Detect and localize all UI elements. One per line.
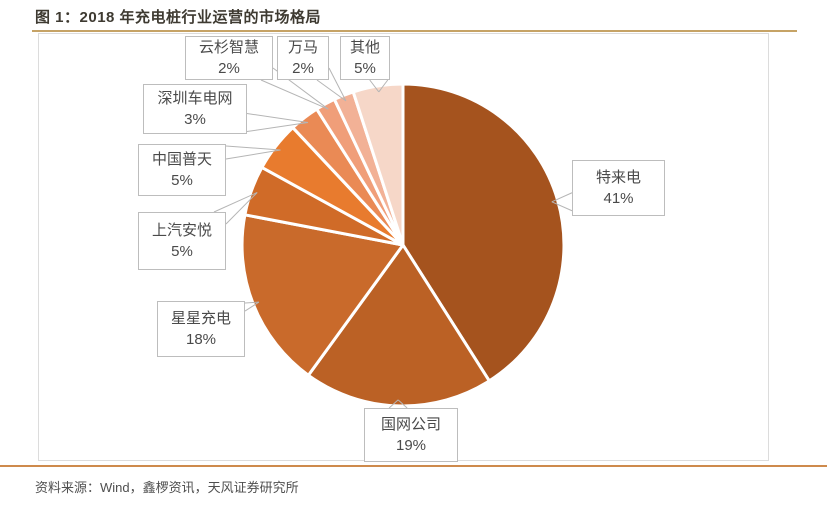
pie-callout-box: 特来电 41% <box>572 160 665 216</box>
pie-callout-box: 中国普天 5% <box>138 144 226 196</box>
pie-slice <box>306 243 491 408</box>
pie-slice <box>351 82 405 247</box>
pie-callout-name: 云杉智慧 <box>198 39 259 56</box>
callout-pointer-line <box>378 79 389 93</box>
pie-callout-percent: 18% <box>185 331 217 348</box>
callout-pointer-line <box>388 399 399 409</box>
pie-callout-box: 深圳车电网 3% <box>143 84 247 134</box>
callout-pointer-line <box>225 149 281 160</box>
pie-callout-name: 中国普天 <box>151 151 212 168</box>
pie-callout-name: 星星充电 <box>170 310 231 327</box>
callout-pointer-line <box>369 79 380 93</box>
pie-callout-percent: 5% <box>354 60 376 77</box>
pie-callout-name: 其他 <box>349 39 380 56</box>
pie-callout-name: 万马 <box>287 39 318 56</box>
pie-callout-box: 其他 5% <box>340 36 390 80</box>
callout-pointer-line <box>246 113 309 123</box>
callout-pointer-line <box>328 67 347 102</box>
callout-pointer-line <box>244 301 260 312</box>
callout-pointer-line <box>213 192 258 213</box>
pie-callout-name: 深圳车电网 <box>157 90 233 107</box>
pie-callout-box: 云杉智慧 2% <box>185 36 273 80</box>
pie-callout-name: 上汽安悦 <box>151 222 212 239</box>
pie-callout-percent: 2% <box>292 60 314 77</box>
pie-callout-box: 上汽安悦 5% <box>138 212 226 270</box>
pie-callout-box: 万马 2% <box>277 36 329 80</box>
pie-callout-percent: 5% <box>171 243 193 260</box>
pie-callout-percent: 41% <box>603 190 634 207</box>
callout-pointer-line <box>225 145 281 151</box>
callout-pointer-line <box>316 79 347 102</box>
callout-pointer-line <box>246 122 309 133</box>
callout-pointer-line <box>225 192 258 225</box>
callout-pointer-line <box>244 301 259 304</box>
pie-callout-name: 特来电 <box>595 169 641 186</box>
footer-rule <box>0 465 827 467</box>
callout-pointer-line <box>551 201 573 212</box>
callout-pointer-line <box>397 399 408 409</box>
pie-callout-box: 国网公司 19% <box>364 408 458 462</box>
pie-callout-percent: 19% <box>395 437 427 454</box>
pie-callout-percent: 2% <box>218 60 240 77</box>
pie-callout-name: 国网公司 <box>380 416 441 433</box>
title-rule <box>32 30 797 32</box>
figure-title: 图 1：2018 年充电桩行业运营的市场格局 <box>35 9 322 26</box>
source-text: 资料来源：Wind，鑫椤资讯，天风证券研究所 <box>35 480 299 495</box>
callout-pointer-line <box>551 192 573 203</box>
pie-callout-box: 星星充电 18% <box>157 301 245 357</box>
pie-slice <box>240 213 405 377</box>
callout-pointer-line <box>260 79 329 110</box>
pie-callout-percent: 5% <box>171 172 193 189</box>
pie-callout-percent: 3% <box>184 111 206 128</box>
